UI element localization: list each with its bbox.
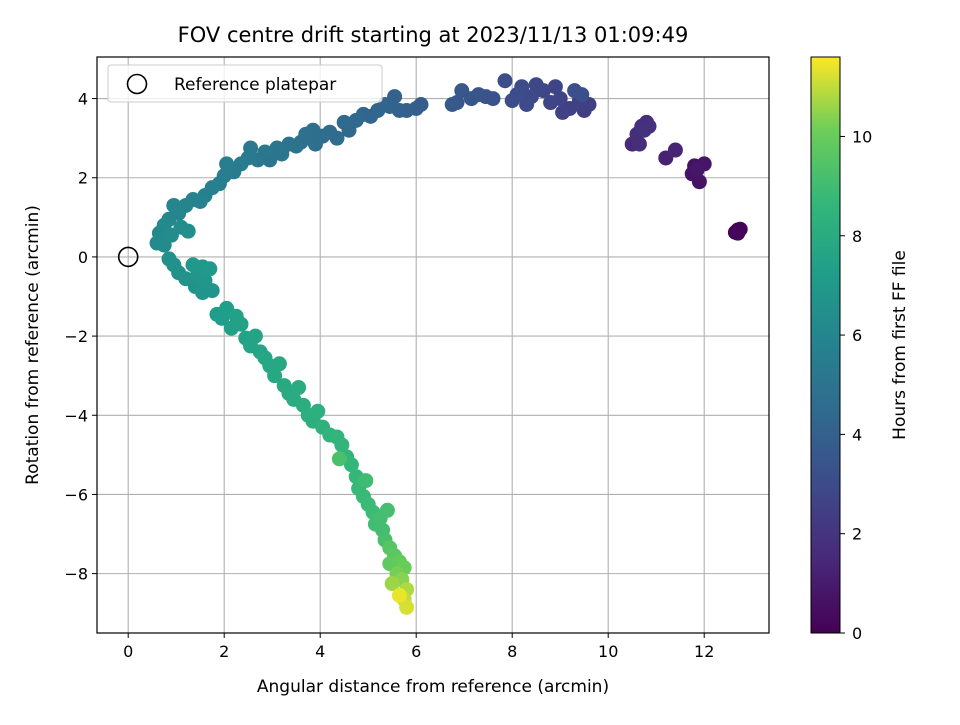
data-point <box>730 225 746 241</box>
y-tick-label: −4 <box>64 406 88 425</box>
data-point <box>391 587 407 603</box>
data-point <box>497 73 513 89</box>
x-tick-label: 2 <box>219 642 229 661</box>
data-point <box>267 368 283 384</box>
colorbar-tick-label: 0 <box>852 624 862 643</box>
y-tick-label: −8 <box>64 565 88 584</box>
colorbar-label: Hours from first FF file <box>890 250 910 440</box>
x-tick-label: 12 <box>694 642 714 661</box>
data-point <box>691 174 707 190</box>
data-point <box>343 457 359 473</box>
y-tick-label: 4 <box>78 90 88 109</box>
data-point <box>180 223 196 239</box>
data-point <box>269 140 285 156</box>
data-point <box>667 142 683 158</box>
legend-marker-icon <box>126 73 148 95</box>
data-point <box>331 451 347 467</box>
colorbar-tick-label: 2 <box>852 525 862 544</box>
data-point <box>334 437 350 453</box>
colorbar <box>810 56 841 634</box>
data-point <box>384 576 400 592</box>
reference-marker <box>117 246 139 268</box>
data-point <box>504 93 520 109</box>
data-point <box>519 97 535 113</box>
data-points <box>149 73 748 615</box>
data-point <box>166 197 182 213</box>
data-point <box>547 79 563 95</box>
data-point <box>247 328 263 344</box>
legend-label: Reference platepar <box>174 75 336 95</box>
x-tick-label: 0 <box>123 642 133 661</box>
data-point <box>219 156 235 172</box>
data-point <box>689 162 705 178</box>
data-point <box>202 261 218 277</box>
grid-lines <box>97 57 769 633</box>
legend-box <box>107 64 383 103</box>
y-tick-label: 2 <box>78 169 88 188</box>
colorbar-tick-label: 4 <box>852 425 862 444</box>
x-tick-label: 4 <box>315 642 325 661</box>
data-point <box>636 122 652 138</box>
y-tick-label: −2 <box>64 327 88 346</box>
data-point <box>528 77 544 93</box>
x-tick-label: 8 <box>507 642 517 661</box>
x-tick-label: 6 <box>411 642 421 661</box>
data-point <box>233 316 249 332</box>
data-point <box>454 83 470 99</box>
colorbar-tick-label: 8 <box>852 227 862 246</box>
data-point <box>399 599 415 615</box>
colorbar-tick-label: 6 <box>852 326 862 345</box>
data-point <box>379 502 395 518</box>
chart-title: FOV centre drift starting at 2023/11/13 … <box>178 23 689 47</box>
axis-ticks: 0 2 4 6 8 10 12 −8 −6 −4 −2 0 2 4 <box>64 90 714 661</box>
data-point <box>336 114 352 130</box>
plot-frame <box>96 56 770 634</box>
y-axis-label: Rotation from reference (arcmin) <box>23 205 43 485</box>
y-tick-label: −6 <box>64 485 88 504</box>
legend: Reference platepar <box>107 64 383 103</box>
data-point <box>574 87 590 103</box>
colorbar-ticks: 0 2 4 6 8 10 <box>840 127 872 643</box>
x-tick-label: 10 <box>598 642 618 661</box>
data-point <box>444 97 460 113</box>
data-point <box>358 473 374 489</box>
x-axis-label: Angular distance from reference (arcmin) <box>257 677 609 697</box>
colorbar-tick-label: 10 <box>852 127 872 146</box>
y-tick-label: 0 <box>78 248 88 267</box>
data-point <box>291 380 307 396</box>
data-point <box>271 356 287 372</box>
data-point <box>555 104 571 120</box>
data-point <box>307 136 323 152</box>
data-point <box>310 403 326 419</box>
data-point <box>543 95 559 111</box>
